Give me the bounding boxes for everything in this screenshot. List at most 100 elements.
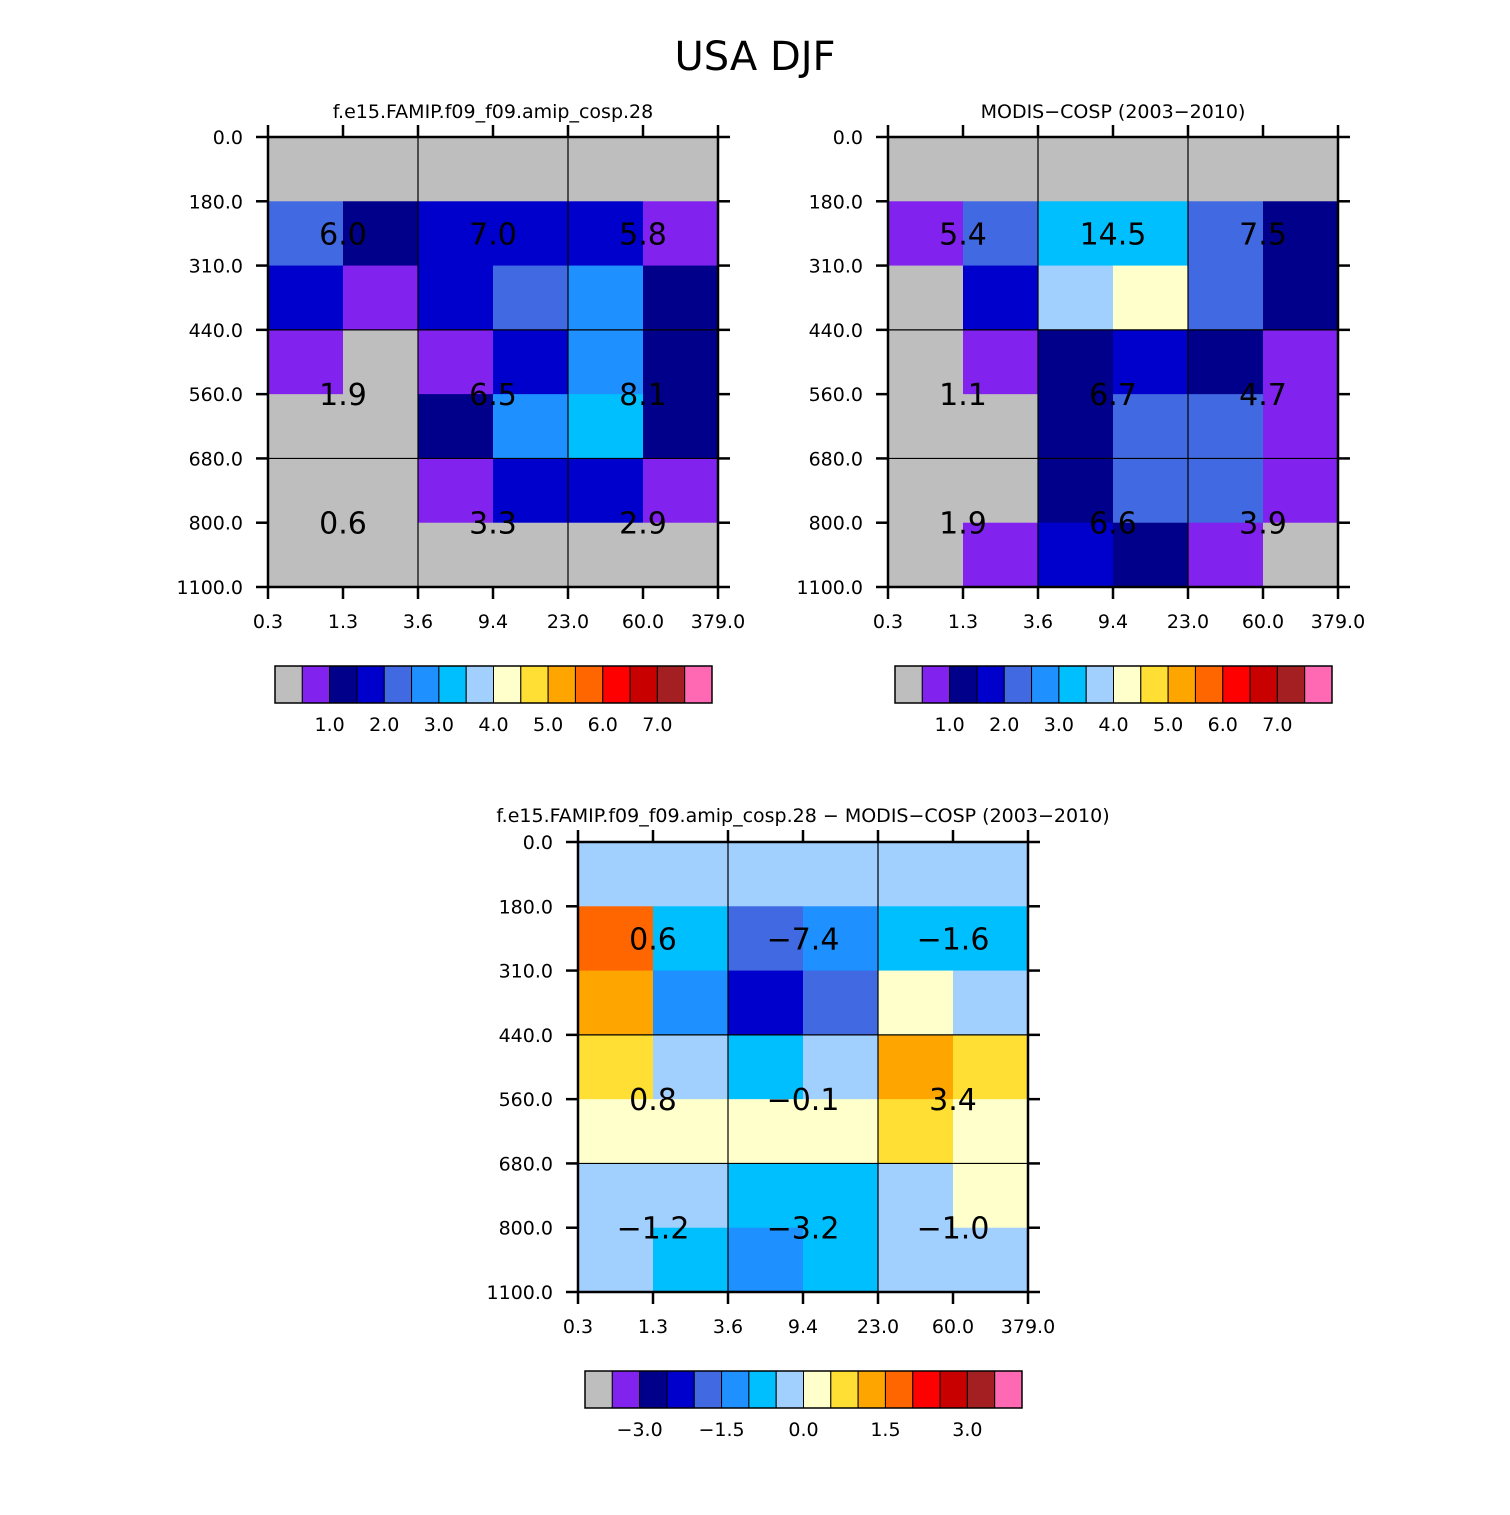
heatmap-cell (963, 522, 1039, 588)
group-value-label: 7.0 (469, 217, 517, 252)
heatmap-cell (803, 1227, 879, 1293)
panel-model: f.e15.FAMIP.f09_f09.amip_cosp.28 0.0 180.0… (177, 101, 746, 736)
heatmap-cell (878, 1163, 954, 1229)
heatmap-cell (653, 1163, 729, 1229)
x-tick-label: 60.0 (932, 1316, 974, 1338)
colorbar-box (1249, 665, 1278, 704)
heatmap-cell (728, 842, 804, 907)
colorbar-box (656, 665, 686, 704)
group-value-label: 5.8 (619, 217, 667, 252)
heatmap-cell (493, 201, 569, 267)
heatmap-cell (493, 522, 569, 588)
colorbar-box (584, 1370, 613, 1409)
colorbar-box (684, 665, 713, 704)
heatmap-cell (578, 842, 654, 907)
heatmap-cell (1263, 265, 1339, 331)
heatmap-cell (888, 329, 964, 395)
colorbar-box (884, 1370, 914, 1409)
heatmap-cell (268, 329, 344, 395)
heatmap-cell (728, 970, 804, 1036)
heatmap-cell (1113, 137, 1189, 202)
heatmap-cell (418, 329, 494, 395)
group-value-label: 6.7 (1089, 378, 1137, 413)
y-tick-label: 1100.0 (797, 577, 863, 599)
colorbar-box (301, 665, 331, 704)
heatmap-cell (643, 265, 719, 331)
heatmap-cell (268, 201, 344, 267)
panel-obs: MODIS−COSP (2003−2010) 0.0 180.0 310.0 440.0… (797, 101, 1366, 736)
heatmap-cell (963, 458, 1039, 524)
colorbar-box (949, 665, 978, 704)
x-tick-label: 379.0 (1311, 611, 1365, 633)
x-tick-label: 1.3 (948, 611, 978, 633)
heatmap-cell (888, 201, 964, 267)
heatmap-cell (878, 906, 954, 972)
heatmap-cell (568, 201, 644, 267)
heatmap-cell (878, 1034, 954, 1100)
colorbar-box (438, 665, 467, 704)
y-tick-label: 180.0 (809, 191, 863, 213)
colorbar-label: 4.0 (1098, 714, 1128, 736)
heatmap-cell (953, 970, 1029, 1036)
colorbar-box (602, 665, 631, 704)
heatmap-cell (568, 522, 644, 588)
heatmap-cell (1188, 201, 1264, 267)
colorbar-label: 1.5 (870, 1419, 900, 1441)
x-tick-label: 3.6 (1023, 611, 1053, 633)
heatmap-cell (953, 1163, 1029, 1229)
panel-title: f.e15.FAMIP.f09_f09.amip_cosp.28 − MODIS… (496, 805, 1109, 827)
y-tick-label: 310.0 (189, 256, 243, 278)
colorbar-box (383, 665, 413, 704)
colorbar-box (574, 665, 604, 704)
group-value-label: 14.5 (1080, 217, 1147, 252)
figure-title: USA DJF (674, 34, 835, 80)
group-value-label: −7.4 (767, 922, 840, 957)
x-tick-label: 9.4 (788, 1316, 818, 1338)
heatmap-cell (888, 458, 964, 524)
colorbar-box (775, 1370, 804, 1409)
colorbar-box (547, 665, 576, 704)
heatmap-cell (1263, 201, 1339, 267)
heatmap-cell (803, 970, 879, 1036)
colorbar-box (493, 665, 522, 704)
colorbar-box (894, 665, 923, 704)
heatmap-cell (578, 1099, 654, 1164)
heatmap-cell (1188, 137, 1264, 202)
heatmap-cell (963, 201, 1039, 267)
heatmap-cell (568, 394, 644, 459)
colorbar-box (1140, 665, 1169, 704)
heatmap-cell (268, 137, 344, 202)
heatmap-cell (1263, 329, 1339, 395)
heatmap-cell (953, 842, 1029, 907)
colorbar-label: 3.0 (1044, 714, 1074, 736)
colorbar-box (830, 1370, 859, 1409)
x-tick-label: 9.4 (1098, 611, 1128, 633)
heatmap-cell (418, 458, 494, 524)
colorbar-label: 3.0 (424, 714, 454, 736)
group-value-label: 6.5 (469, 378, 517, 413)
x-tick-label: 9.4 (478, 611, 508, 633)
colorbar-box (994, 1370, 1023, 1409)
heatmap-cell (343, 458, 419, 524)
colorbar-box (857, 1370, 886, 1409)
colorbar-label: 0.0 (788, 1419, 818, 1441)
colorbar-box (411, 665, 440, 704)
colorbar-label: 1.0 (315, 714, 345, 736)
heatmap-cell (963, 137, 1039, 202)
colorbar-label: 5.0 (533, 714, 563, 736)
colorbar-box (976, 665, 1005, 704)
group-value-label: 3.4 (929, 1083, 977, 1118)
heatmap-cell (418, 201, 494, 267)
group-value-label: −3.2 (767, 1212, 840, 1247)
heatmap-cell (343, 329, 419, 395)
y-tick-label: 180.0 (189, 191, 243, 213)
y-tick-label: 560.0 (499, 1089, 553, 1111)
colorbar-frame (274, 665, 713, 704)
group-value-label: 2.9 (619, 507, 667, 542)
heatmap-cell (493, 137, 569, 202)
heatmap-cell (803, 1034, 879, 1100)
heatmap-cell (803, 842, 879, 907)
heatmap-cell (1113, 201, 1189, 267)
